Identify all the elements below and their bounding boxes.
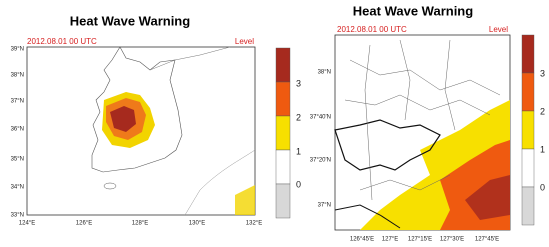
lat-label: 34°N	[11, 185, 24, 191]
lat-label: 33°N	[11, 213, 24, 219]
lon-label: 128°E	[132, 221, 148, 227]
lat-label: 35°N	[11, 157, 24, 163]
colorbar-label: 3	[296, 78, 301, 88]
right-map	[334, 34, 511, 231]
lon-label: 127°45'E	[475, 237, 499, 243]
colorbar-label: 3	[540, 68, 545, 78]
left-map	[26, 46, 256, 216]
lon-label: 127°15'E	[408, 237, 432, 243]
map-title: Heat Wave Warning	[353, 3, 473, 18]
lat-label: 38°N	[11, 73, 24, 79]
lon-label: 126°E	[76, 221, 92, 227]
colorbar-label: 1	[540, 144, 545, 154]
date-label: 2012.08.01 00 UTC	[337, 25, 407, 34]
colorbar-label: 2	[540, 106, 545, 116]
lon-label: 130°E	[189, 221, 205, 227]
colorbar-label: 0	[540, 182, 545, 192]
lon-label: 132°E	[246, 221, 262, 227]
lon-label: 124°E	[19, 221, 35, 227]
level-label: Level	[489, 25, 508, 34]
lat-label: 38°N	[318, 70, 331, 76]
colorbar-label: 0	[296, 179, 301, 189]
lon-label: 127°E	[382, 237, 398, 243]
lat-label: 37°40'N	[310, 115, 331, 121]
level-label: Level	[235, 37, 254, 46]
colorbar-label: 2	[296, 112, 301, 122]
left-colorbar	[275, 47, 291, 219]
right-colorbar	[521, 34, 535, 226]
lat-label: 37°N	[11, 99, 24, 105]
map-title: Heat Wave Warning	[70, 13, 190, 28]
date-label: 2012.08.01 00 UTC	[27, 37, 97, 46]
lat-label: 37°20'N	[310, 158, 331, 164]
colorbar-label: 1	[296, 146, 301, 156]
lon-label: 127°30'E	[440, 237, 464, 243]
lat-label: 36°N	[11, 127, 24, 133]
lat-label: 39°N	[11, 47, 24, 53]
lat-label: 37°N	[318, 203, 331, 209]
lon-label: 126°45'E	[350, 237, 374, 243]
